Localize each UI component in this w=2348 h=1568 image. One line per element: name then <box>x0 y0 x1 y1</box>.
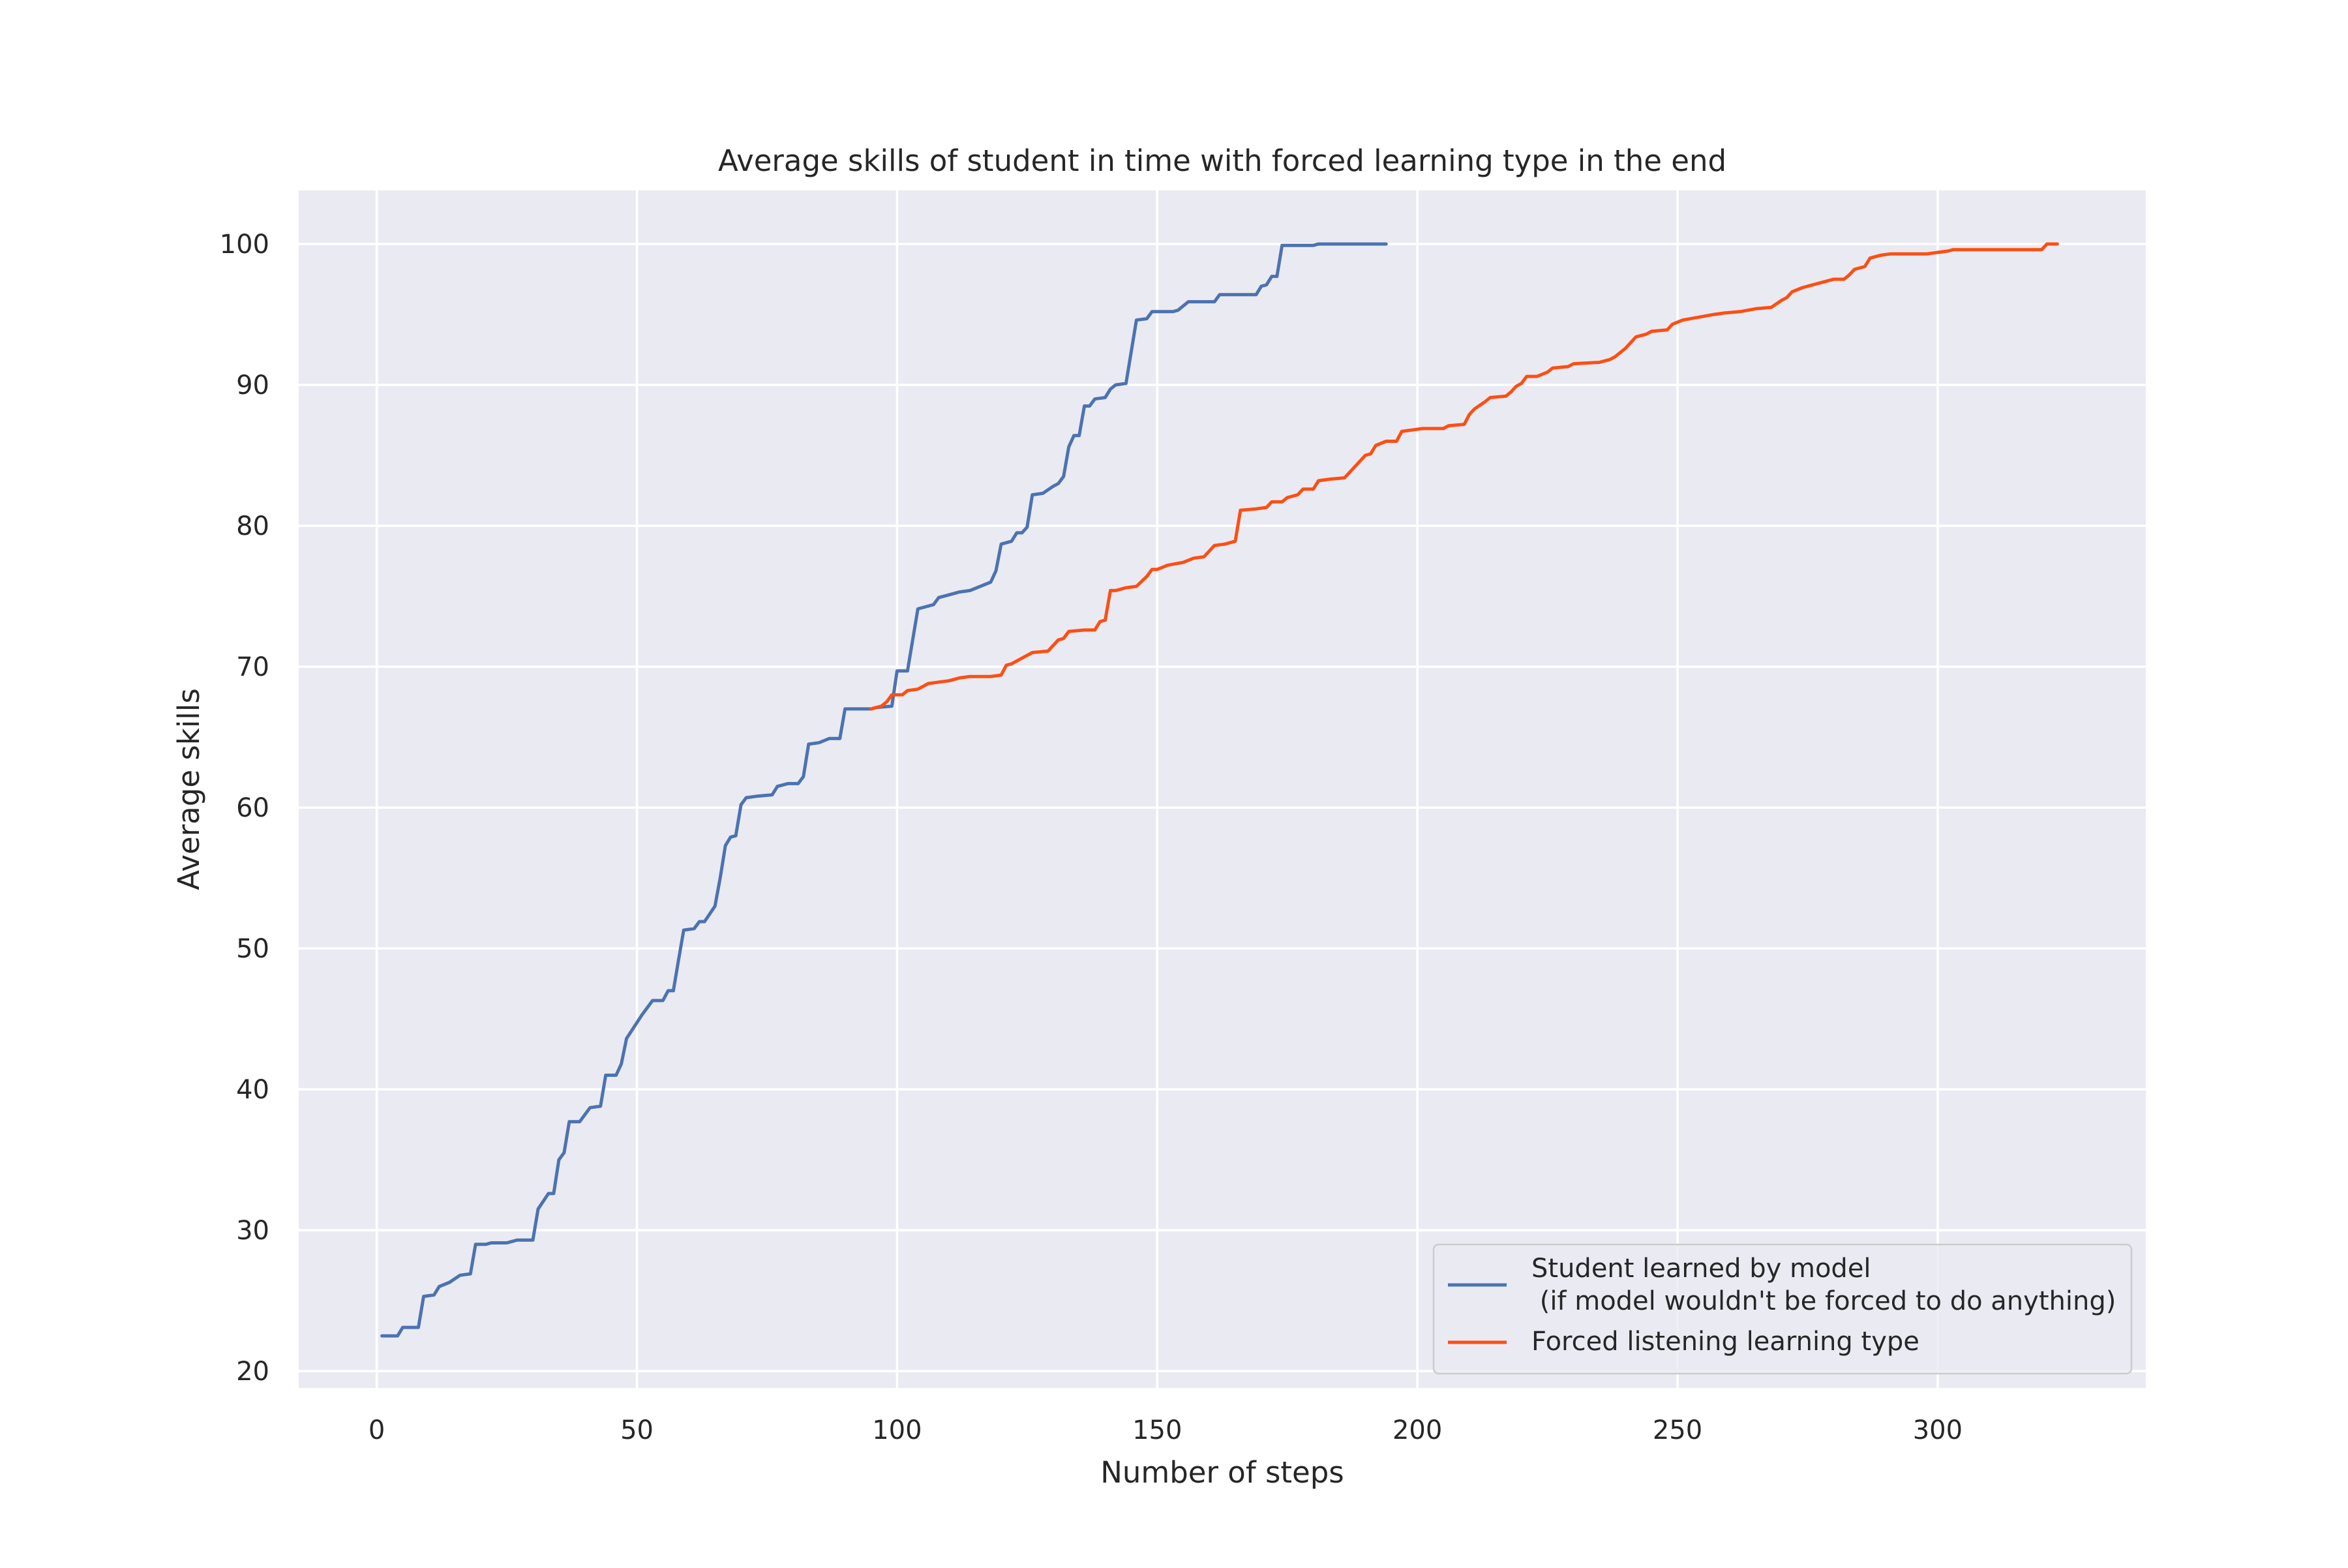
x-tick-label: 150 <box>1132 1415 1182 1445</box>
x-tick-label: 250 <box>1653 1415 1702 1445</box>
y-tick-labels: 20 30 40 50 60 70 80 90 100 <box>220 230 269 1387</box>
y-tick-label: 80 <box>236 511 269 541</box>
y-tick-label: 30 <box>236 1216 269 1246</box>
y-tick-label: 90 <box>236 370 269 400</box>
y-axis-label: Average skills <box>172 688 206 890</box>
legend-label-2: Forced listening learning type <box>1531 1327 1919 1357</box>
x-tick-labels: 0 50 100 150 200 250 300 <box>369 1415 1963 1445</box>
series-line-1 <box>380 242 1388 1338</box>
y-tick-label: 100 <box>220 230 269 260</box>
x-tick-label: 300 <box>1913 1415 1963 1445</box>
x-tick-label: 50 <box>620 1415 654 1445</box>
series-lines <box>380 242 2059 1338</box>
x-tick-label: 200 <box>1392 1415 1442 1445</box>
y-tick-label: 50 <box>236 934 269 964</box>
series-line-2 <box>869 242 2059 711</box>
y-tick-label: 70 <box>236 652 269 682</box>
x-tick-label: 0 <box>369 1415 385 1445</box>
y-tick-label: 40 <box>236 1075 269 1105</box>
chart-title: Average skills of student in time with f… <box>718 143 1726 178</box>
y-tick-label: 20 <box>236 1357 269 1387</box>
legend-label-1: Student learned by model (if model would… <box>1531 1254 2116 1316</box>
legend-box <box>1432 1243 2133 1375</box>
x-tick-label: 100 <box>872 1415 922 1445</box>
y-tick-label: 60 <box>236 793 269 823</box>
x-axis-label: Number of steps <box>1100 1455 1344 1490</box>
grid-lines <box>299 190 2146 1388</box>
plot-area <box>299 190 2146 1388</box>
legend: Student learned by model (if model would… <box>1432 1243 2133 1375</box>
